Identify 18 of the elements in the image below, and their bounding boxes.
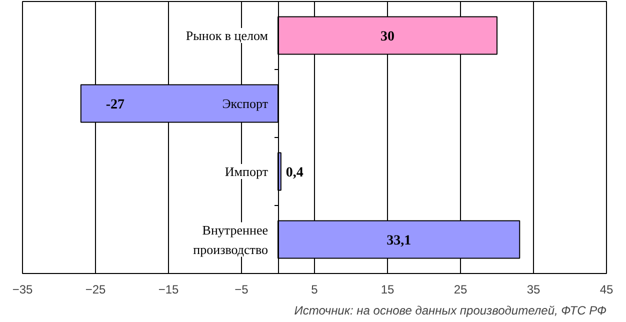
text: Источник: на основе данных производителей, ФТС РФ (294, 304, 607, 318)
data-label: 0,4 (286, 166, 304, 180)
data-label: 30 (380, 30, 394, 44)
x-tick-label: −5 (234, 282, 249, 296)
x-tick-label: 5 (311, 282, 318, 296)
y-tick-label: Экспорт (222, 96, 268, 111)
y-tick-label: Импорт (224, 164, 268, 179)
data-label: -27 (106, 98, 125, 112)
y-tick-label: Рынок в целом (186, 28, 268, 43)
x-tick-label: −15 (158, 282, 180, 296)
data-label: 33,1 (386, 234, 412, 248)
x-tick-label: 15 (380, 282, 394, 296)
x-tick-label: 45 (600, 282, 614, 296)
x-tick-label: 35 (526, 282, 540, 296)
x-tick-label: −25 (85, 282, 106, 296)
x-tick-label: 25 (454, 282, 468, 296)
x-tick-label: −35 (12, 282, 34, 296)
y-tick-label: Внутреннее производство (193, 222, 268, 257)
